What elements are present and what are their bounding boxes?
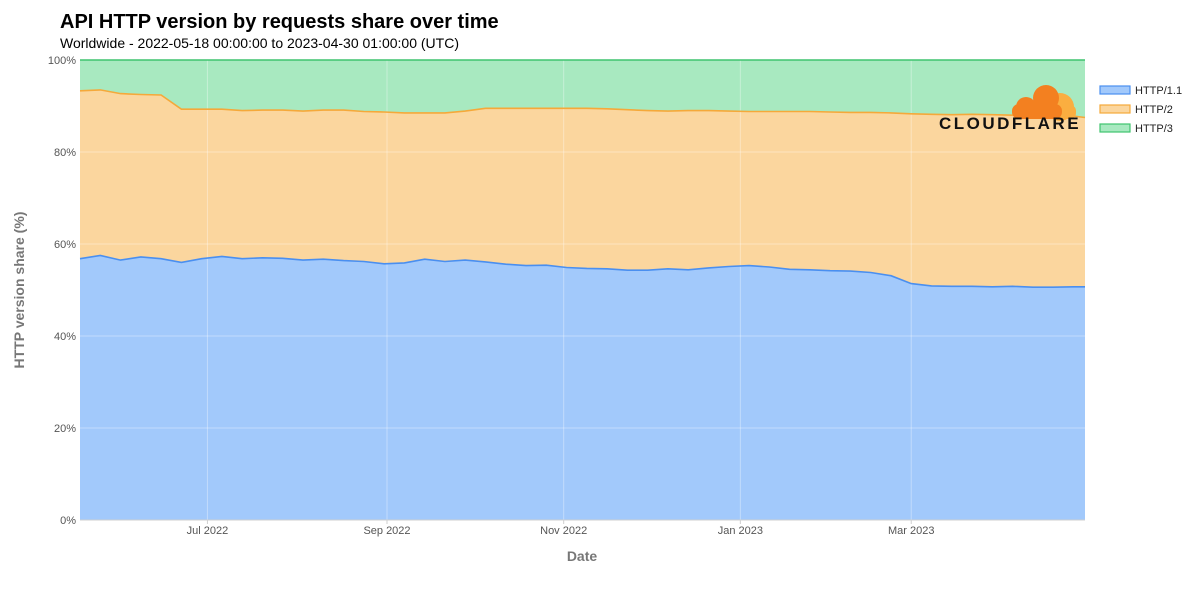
legend-swatch (1099, 85, 1131, 95)
area-http-2 (80, 89, 1085, 288)
legend-item-http-3[interactable]: HTTP/3 (1099, 123, 1173, 135)
y-axis-title: HTTP version share (%) (11, 212, 27, 369)
area-http-1-1 (80, 255, 1085, 520)
x-axis-ticks: Jul 2022 Sep 2022 Nov 2022 Jan 2023 Mar 2023 (187, 520, 934, 537)
x-tick-label: Mar 2023 (888, 525, 934, 537)
legend: HTTP/1.1 HTTP/2 HTTP/3 (1099, 85, 1182, 135)
series-lines (79, 59, 1086, 288)
logo-wordmark: CLOUDFLARE (939, 114, 1081, 133)
cloud-icon (1012, 85, 1076, 121)
x-tick-label: Sep 2022 (363, 525, 410, 537)
x-tick-label: Jan 2023 (718, 525, 763, 537)
legend-swatch (1099, 123, 1131, 133)
legend-label: HTTP/2 (1135, 104, 1173, 116)
cloudflare-logo: CLOUDFLARE (939, 85, 1081, 133)
y-tick-label: 100% (48, 55, 76, 67)
line-http-1-1 (79, 254, 1085, 288)
chart-title: API HTTP version by requests share over … (60, 11, 499, 33)
y-tick-label: 0% (60, 515, 76, 527)
legend-label: HTTP/1.1 (1135, 85, 1182, 97)
legend-label: HTTP/3 (1135, 123, 1173, 135)
x-tick-label: Jul 2022 (187, 525, 229, 537)
x-tick-label: Nov 2022 (540, 525, 587, 537)
y-tick-label: 40% (54, 331, 76, 343)
series-areas (80, 60, 1085, 520)
legend-item-http-1-1[interactable]: HTTP/1.1 (1099, 85, 1182, 97)
legend-item-http-2[interactable]: HTTP/2 (1099, 104, 1173, 116)
y-tick-label: 20% (54, 423, 76, 435)
y-axis-ticks: 0% 20% 40% 60% 80% 100% (48, 55, 76, 527)
y-tick-label: 80% (54, 147, 76, 159)
legend-swatch (1099, 104, 1131, 114)
chart-subtitle: Worldwide - 2022-05-18 00:00:00 to 2023-… (60, 35, 459, 51)
y-tick-label: 60% (54, 239, 76, 251)
line-http-2 (79, 89, 1086, 119)
area-http-3 (80, 60, 1085, 118)
x-axis-title: Date (567, 548, 598, 564)
